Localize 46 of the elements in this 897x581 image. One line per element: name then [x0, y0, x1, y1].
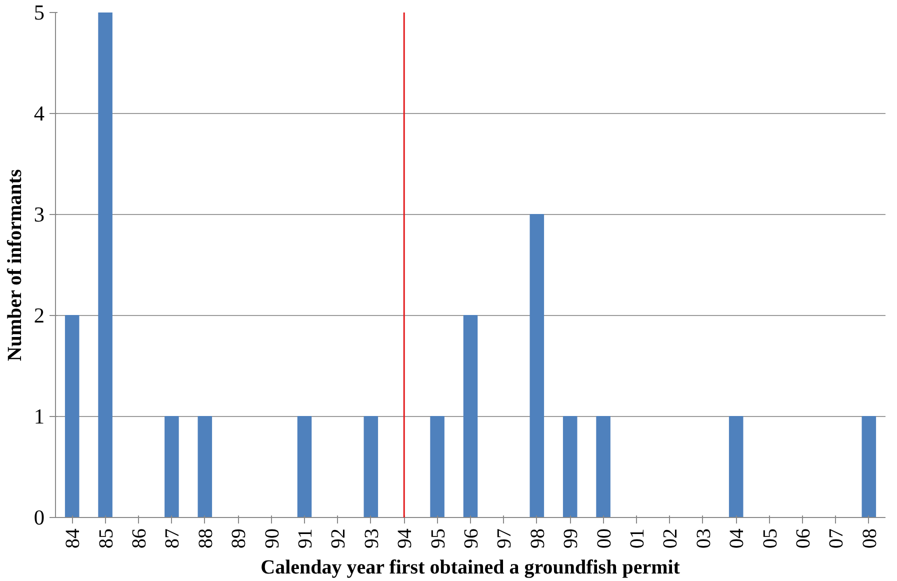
x-tick-label: 04: [726, 528, 748, 548]
bar: [98, 12, 112, 518]
bar: [430, 416, 444, 518]
x-tick-label: 02: [660, 528, 682, 548]
bar: [862, 416, 876, 518]
bar: [562, 416, 578, 518]
x-tick-label: 06: [792, 528, 814, 548]
x-tick-label: 89: [228, 528, 250, 548]
x-tick-label: 95: [427, 528, 450, 548]
x-tick-label: 90: [261, 528, 284, 548]
x-tick-label: 93: [360, 528, 383, 548]
x-tick-label: 96: [460, 528, 482, 548]
y-tick-label: 2: [34, 304, 45, 328]
x-tick-label: 97: [494, 528, 516, 548]
bar: [596, 416, 610, 518]
x-tick-label: 01: [626, 528, 648, 548]
x-tick-label: 92: [328, 528, 350, 548]
x-tick-label: 07: [826, 528, 848, 548]
x-tick-label: 05: [759, 528, 782, 548]
x-tick-label: 86: [128, 528, 150, 548]
bar: [164, 416, 179, 518]
x-tick-label: 94: [394, 528, 416, 548]
y-axis-title: Number of informants: [4, 169, 26, 362]
y-tick-label: 1: [34, 404, 45, 428]
x-tick-label: 87: [162, 528, 184, 548]
bar: [364, 416, 378, 518]
x-tick-label: 85: [95, 528, 118, 548]
x-tick-label: 84: [62, 528, 84, 548]
bar: [64, 315, 80, 518]
x-tick-label: 98: [526, 528, 549, 548]
x-tick-label: 00: [593, 528, 616, 548]
x-tick-label: 91: [294, 528, 316, 548]
x-axis-title: Calenday year first obtained a groundfish permit: [260, 556, 680, 578]
y-tick-label: 5: [34, 0, 45, 24]
x-tick-label: 88: [194, 528, 217, 548]
y-tick-label: 0: [34, 506, 45, 530]
x-tick-label: 99: [560, 528, 582, 548]
x-tick-label: 03: [692, 528, 715, 548]
bar: [530, 214, 544, 518]
bar: [198, 416, 212, 518]
bar: [463, 315, 478, 518]
x-tick-label: 08: [858, 528, 881, 548]
y-tick-label: 3: [34, 202, 45, 226]
bar: [728, 416, 744, 518]
y-tick-label: 4: [34, 102, 45, 126]
bar: [297, 416, 312, 518]
